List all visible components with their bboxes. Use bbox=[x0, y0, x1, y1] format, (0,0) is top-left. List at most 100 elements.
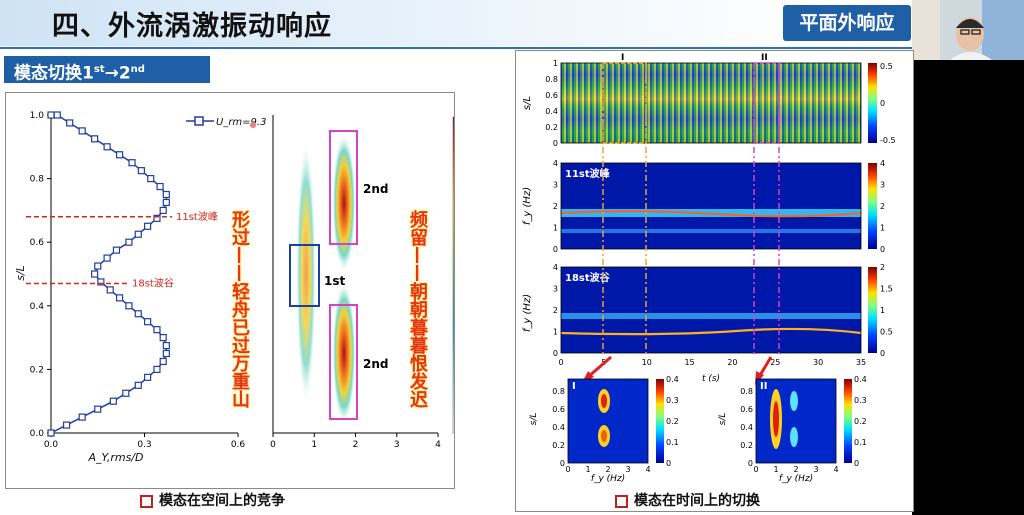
snapshot-I-label: I bbox=[572, 381, 576, 392]
data-point bbox=[78, 127, 86, 135]
y-tick-label: 0 bbox=[553, 349, 558, 358]
y-tick-label: 4 bbox=[553, 263, 558, 272]
poem-right: 频留——朝朝暮暮恨发迟 bbox=[407, 210, 428, 408]
colorbar-tick-label: 2 bbox=[880, 263, 885, 272]
data-point bbox=[153, 365, 161, 373]
x-tick-label: 0 bbox=[753, 465, 758, 474]
y-tick-label: 0 bbox=[553, 245, 558, 254]
peak-spectrogram-bg bbox=[561, 163, 861, 249]
y-tick-label: 0.6 bbox=[552, 405, 565, 414]
data-point bbox=[66, 119, 74, 127]
data-point bbox=[91, 270, 99, 278]
x-tick-label: 35 bbox=[856, 358, 866, 367]
first-mode-label: 1st bbox=[324, 274, 345, 288]
colorbar-tick-label: 0 bbox=[666, 459, 671, 468]
data-point bbox=[159, 357, 167, 366]
presenter-webcam bbox=[912, 0, 1024, 60]
y-tick-label: 0 bbox=[560, 459, 565, 468]
x-tick-label: 4 bbox=[833, 465, 838, 474]
x-tick-label: 15 bbox=[684, 358, 694, 367]
snapshot-I-x-label: f_y (Hz) bbox=[591, 474, 625, 484]
p3-y-label: f_y (Hz) bbox=[522, 294, 533, 332]
data-point bbox=[137, 167, 145, 175]
colorbar-tick-label: 1 bbox=[880, 306, 885, 315]
legend-marker bbox=[194, 116, 204, 126]
caption-square-icon bbox=[140, 494, 153, 508]
y-tick-label: 0.8 bbox=[740, 387, 753, 396]
colorbar-tick-label: 1 bbox=[880, 224, 885, 233]
y-tick-label: 0.4 bbox=[545, 107, 558, 116]
first-mode-box bbox=[289, 244, 320, 307]
y-tick-label: 2 bbox=[553, 202, 558, 211]
y-tick-label: 3 bbox=[553, 285, 558, 294]
colorbar-tick-label: 0.3 bbox=[854, 396, 867, 405]
y-tick-label: 0.0 bbox=[30, 429, 45, 439]
data-point bbox=[106, 286, 114, 294]
x-tick-label: 0.0 bbox=[44, 440, 59, 450]
peak-annotation-label: 11st波峰 bbox=[176, 210, 218, 223]
snapshot-II-lower-peak bbox=[790, 427, 798, 447]
trough-label: 18st波谷 bbox=[565, 271, 611, 284]
y-tick-label: 3 bbox=[553, 181, 558, 190]
caption-square-icon bbox=[615, 494, 628, 508]
data-point bbox=[162, 190, 170, 199]
section-title: 模态切换1st→2nd bbox=[4, 56, 210, 84]
cursor-dot bbox=[250, 122, 256, 128]
snapshot-I-colorbar bbox=[656, 379, 664, 463]
x-tick-label: 0.6 bbox=[231, 440, 246, 450]
slide-title: 四、外流涡激振动响应 bbox=[52, 11, 332, 42]
video-letterbox bbox=[912, 60, 1024, 515]
p3-colorbar bbox=[868, 267, 877, 353]
data-point bbox=[144, 373, 152, 381]
second-mode-upper-blob bbox=[332, 133, 356, 273]
arrow-to-I bbox=[587, 355, 612, 379]
y-tick-label: 0.8 bbox=[545, 75, 558, 84]
snapshot-II-bg bbox=[756, 379, 836, 463]
colorbar-tick-label: 2 bbox=[880, 202, 885, 211]
snapshot-II-label: II bbox=[760, 381, 767, 392]
data-point bbox=[134, 230, 142, 238]
second-mode-lower-blob bbox=[332, 281, 356, 425]
x-tick-label: 30 bbox=[813, 358, 823, 367]
heatmap-x-tick-label: 1 bbox=[311, 440, 317, 450]
y-tick-label: 0 bbox=[553, 139, 558, 148]
colorbar-tick-label: 0.4 bbox=[854, 375, 867, 384]
p2-y-label: f_y (Hz) bbox=[522, 187, 533, 225]
y-tick-label: 1 bbox=[553, 224, 558, 233]
topic-badge: 平面外响应 bbox=[783, 5, 911, 41]
data-point bbox=[147, 174, 155, 183]
y-tick-label: 1.0 bbox=[30, 111, 45, 121]
y-tick-label: 0.6 bbox=[545, 91, 558, 100]
presenter-video-icon bbox=[912, 0, 1024, 60]
p1-y-label: s/L bbox=[522, 96, 533, 110]
colorbar-tick-label: 0.4 bbox=[666, 375, 679, 384]
x-tick-label: 2 bbox=[793, 465, 798, 474]
data-point bbox=[153, 326, 161, 334]
snapshot-I-bg bbox=[568, 379, 648, 463]
colorbar-tick-label: 0.2 bbox=[666, 417, 679, 426]
heatmap-x-tick-label: 2 bbox=[353, 440, 359, 450]
data-point bbox=[162, 198, 170, 207]
spatiotemporal-stripes bbox=[561, 63, 861, 143]
y-tick-label: 0.2 bbox=[30, 365, 44, 375]
right-caption: 模态在时间上的切换 bbox=[615, 490, 760, 510]
left-caption: 模态在空间上的竞争 bbox=[140, 490, 285, 510]
snapshot-II-upper-peak bbox=[790, 391, 798, 411]
data-point bbox=[125, 238, 133, 246]
snapshot-II-colorbar bbox=[844, 379, 852, 463]
trough-annotation-label: 18st波谷 bbox=[132, 277, 174, 290]
snapshot-I-y-label: s/L bbox=[529, 413, 539, 426]
data-point bbox=[122, 389, 130, 397]
data-point bbox=[47, 429, 55, 437]
colorbar-tick-label: 3 bbox=[880, 181, 885, 190]
colorbar-tick-label: 0.3 bbox=[666, 396, 679, 405]
x-tick-label: 25 bbox=[770, 358, 780, 367]
data-point bbox=[47, 111, 55, 119]
data-point bbox=[159, 334, 167, 342]
heatmap-x-tick-label: 0 bbox=[270, 440, 276, 450]
data-point bbox=[103, 254, 111, 262]
colorbar-tick-label: 0.2 bbox=[854, 417, 867, 426]
window-I-box bbox=[602, 62, 647, 144]
y-tick-label: 1 bbox=[553, 59, 558, 68]
